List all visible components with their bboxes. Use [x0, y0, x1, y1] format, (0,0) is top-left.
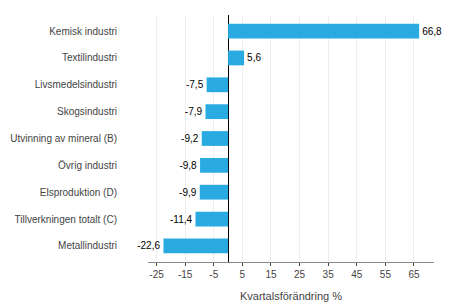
svg-text:-7,5: -7,5	[186, 79, 204, 90]
svg-text:Övrig industri: Övrig industri	[58, 160, 117, 171]
svg-text:55: 55	[380, 269, 392, 280]
svg-text:Tillverkningen totalt (C): Tillverkningen totalt (C)	[15, 214, 117, 225]
svg-text:Livsmedelsindustri: Livsmedelsindustri	[35, 79, 117, 90]
svg-text:5: 5	[240, 269, 246, 280]
svg-text:-7,9: -7,9	[185, 106, 203, 117]
svg-text:Utvinning av mineral (B): Utvinning av mineral (B)	[10, 133, 117, 144]
svg-text:15: 15	[265, 269, 277, 280]
svg-text:-25: -25	[149, 269, 164, 280]
svg-text:Kvartalsförändring %: Kvartalsförändring %	[240, 290, 342, 302]
svg-text:Elsproduktion (D): Elsproduktion (D)	[40, 187, 117, 198]
svg-text:Skogsindustri: Skogsindustri	[57, 106, 117, 117]
svg-text:45: 45	[351, 269, 363, 280]
svg-text:-11,4: -11,4	[170, 214, 192, 225]
svg-text:-9,9: -9,9	[179, 187, 197, 198]
svg-text:35: 35	[323, 269, 335, 280]
svg-text:-22,6: -22,6	[137, 240, 160, 251]
svg-text:66,8: 66,8	[422, 26, 442, 37]
svg-text:65: 65	[408, 269, 420, 280]
svg-text:Kemisk industri: Kemisk industri	[49, 26, 117, 37]
svg-text:25: 25	[294, 269, 306, 280]
svg-text:-9,2: -9,2	[181, 133, 199, 144]
svg-text:Textilindustri: Textilindustri	[62, 52, 117, 63]
svg-text:-5: -5	[209, 269, 218, 280]
svg-text:-9,8: -9,8	[179, 160, 197, 171]
svg-text:5,6: 5,6	[247, 52, 261, 63]
svg-text:Metallindustri: Metallindustri	[58, 240, 117, 251]
svg-text:-15: -15	[178, 269, 193, 280]
